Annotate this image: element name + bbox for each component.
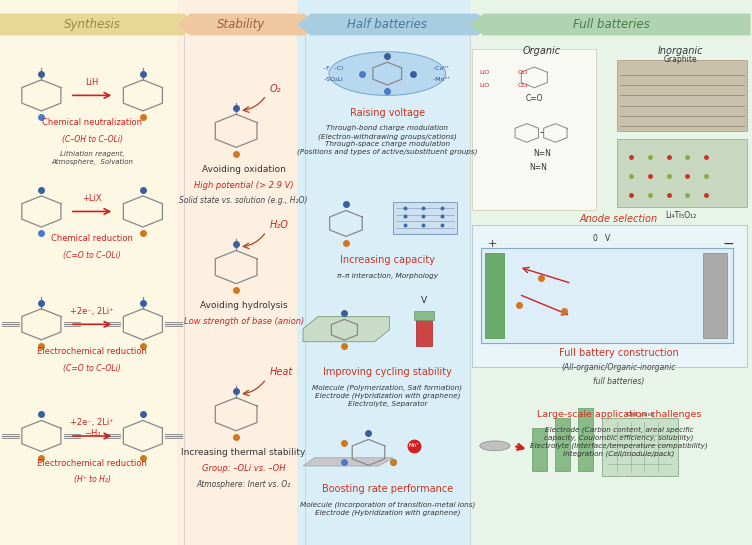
FancyBboxPatch shape — [393, 202, 457, 234]
Text: Boosting rate performance: Boosting rate performance — [322, 484, 453, 494]
Text: Low strength of base (anion): Low strength of base (anion) — [183, 317, 304, 326]
FancyBboxPatch shape — [470, 0, 752, 545]
FancyBboxPatch shape — [297, 0, 478, 545]
FancyBboxPatch shape — [578, 408, 593, 471]
Text: Organic: Organic — [523, 46, 561, 56]
Text: V: V — [421, 296, 427, 305]
Ellipse shape — [329, 52, 445, 95]
Text: Electrochemical reduction: Electrochemical reduction — [37, 459, 147, 468]
Text: Molecule (Polymerization, Salt formation)
Electrode (Hybridization with graphene: Molecule (Polymerization, Salt formation… — [312, 384, 462, 407]
Text: Atmosphere: Inert vs. O₂: Atmosphere: Inert vs. O₂ — [196, 480, 291, 489]
FancyBboxPatch shape — [472, 49, 596, 210]
FancyBboxPatch shape — [602, 418, 678, 476]
Text: –: – — [540, 129, 544, 137]
FancyBboxPatch shape — [414, 311, 434, 320]
Text: full batteries): full batteries) — [593, 377, 644, 386]
Text: H₂O: H₂O — [270, 220, 289, 230]
Text: (C=O to C–OLi): (C=O to C–OLi) — [63, 251, 121, 260]
Text: +2e⁻, 2Li⁺: +2e⁻, 2Li⁺ — [70, 306, 114, 316]
FancyBboxPatch shape — [532, 428, 547, 471]
Text: Solid state vs. solution (e.g., H₂O): Solid state vs. solution (e.g., H₂O) — [180, 196, 308, 205]
Text: OLi: OLi — [517, 83, 528, 88]
Text: Improving cycling stability: Improving cycling stability — [323, 367, 452, 377]
Text: Inorganic: Inorganic — [658, 46, 704, 56]
Text: N=N: N=N — [533, 149, 550, 159]
Text: Stability: Stability — [217, 18, 265, 31]
Text: Group: –OLi vs. –OH: Group: –OLi vs. –OH — [202, 464, 286, 474]
FancyBboxPatch shape — [485, 253, 504, 338]
Text: Anode selection: Anode selection — [580, 214, 658, 223]
Text: LiH: LiH — [86, 77, 99, 87]
Text: Full batteries: Full batteries — [572, 18, 650, 31]
Text: Raising voltage: Raising voltage — [350, 108, 425, 118]
Polygon shape — [470, 14, 750, 35]
Polygon shape — [297, 14, 491, 35]
Text: –SO₂Li: –SO₂Li — [323, 76, 343, 82]
Text: –Mnⁿ⁺: –Mnⁿ⁺ — [432, 76, 450, 82]
FancyBboxPatch shape — [617, 139, 747, 207]
FancyBboxPatch shape — [617, 60, 747, 131]
Text: (C–OH to C–OLi): (C–OH to C–OLi) — [62, 135, 123, 144]
Text: Chemical reduction: Chemical reduction — [51, 234, 133, 244]
Polygon shape — [177, 14, 318, 35]
Text: Mn⁺: Mn⁺ — [408, 443, 419, 449]
Text: −H₂: −H₂ — [83, 429, 101, 438]
Text: Lithiation reagent,
Atmosphere,  Solvation: Lithiation reagent, Atmosphere, Solvatio… — [51, 151, 133, 165]
Text: Chemical neutralization: Chemical neutralization — [42, 118, 142, 128]
Text: (H⁺ to H₂): (H⁺ to H₂) — [74, 475, 111, 485]
Text: Synthesis: Synthesis — [64, 18, 120, 31]
Text: Electrode (Carbon content, areal specific
capacity, Coulombic efficiency, solubi: Electrode (Carbon content, areal specifi… — [530, 426, 708, 457]
FancyBboxPatch shape — [177, 0, 305, 545]
Text: Heat: Heat — [270, 367, 293, 377]
Text: Large-scale application challenges: Large-scale application challenges — [537, 410, 701, 419]
Text: High potential (> 2.9 V): High potential (> 2.9 V) — [194, 181, 293, 190]
Text: Electrochemical reduction: Electrochemical reduction — [37, 347, 147, 356]
Text: +LiX: +LiX — [82, 193, 102, 203]
Text: Cell pack: Cell pack — [626, 412, 654, 417]
FancyBboxPatch shape — [416, 316, 432, 346]
Text: Through-bond charge modulation
(Electron-withdrawing groups/cations)
Through-spa: Through-bond charge modulation (Electron… — [297, 125, 478, 155]
Polygon shape — [303, 458, 393, 466]
Text: (All-organic/Organic-inorganic: (All-organic/Organic-inorganic — [562, 363, 676, 372]
Polygon shape — [303, 317, 390, 342]
Text: Full battery construction: Full battery construction — [559, 348, 679, 358]
Polygon shape — [0, 14, 198, 35]
FancyBboxPatch shape — [555, 418, 570, 471]
Text: Avoiding hydrolysis: Avoiding hydrolysis — [200, 301, 287, 310]
Text: O₂: O₂ — [270, 84, 281, 94]
Text: –F  –Cl: –F –Cl — [323, 65, 343, 71]
Text: LiO: LiO — [480, 70, 490, 75]
Text: Half batteries: Half batteries — [347, 18, 427, 31]
Text: +: + — [488, 239, 497, 249]
Text: Graphite: Graphite — [664, 54, 698, 64]
Text: Increasing capacity: Increasing capacity — [340, 255, 435, 265]
Text: (C=O to C–OLi): (C=O to C–OLi) — [63, 364, 121, 373]
Text: LiO: LiO — [480, 83, 490, 88]
Text: Li₄Ti₅O₁₂: Li₄Ti₅O₁₂ — [666, 211, 696, 221]
FancyBboxPatch shape — [0, 0, 184, 545]
Text: 0   V: 0 V — [593, 234, 610, 243]
Text: C=O: C=O — [526, 94, 543, 103]
Text: +2e⁻, 2Li⁺: +2e⁻, 2Li⁺ — [70, 418, 114, 427]
Text: Molecule (Incorporation of transition-metal ions)
Electrode (Hybridization with : Molecule (Incorporation of transition-me… — [299, 501, 475, 516]
Text: –Coⁿ⁺: –Coⁿ⁺ — [433, 65, 450, 71]
FancyBboxPatch shape — [472, 225, 747, 367]
Text: N=N: N=N — [529, 164, 547, 173]
Text: Increasing thermal stability: Increasing thermal stability — [181, 448, 306, 457]
Text: −: − — [722, 237, 734, 251]
FancyBboxPatch shape — [481, 248, 733, 343]
Ellipse shape — [480, 441, 510, 451]
Text: π–π interaction, Morphology: π–π interaction, Morphology — [337, 272, 438, 278]
Text: Avoiding oxidation: Avoiding oxidation — [202, 165, 286, 174]
Text: OLi: OLi — [517, 70, 528, 75]
FancyBboxPatch shape — [703, 253, 727, 338]
